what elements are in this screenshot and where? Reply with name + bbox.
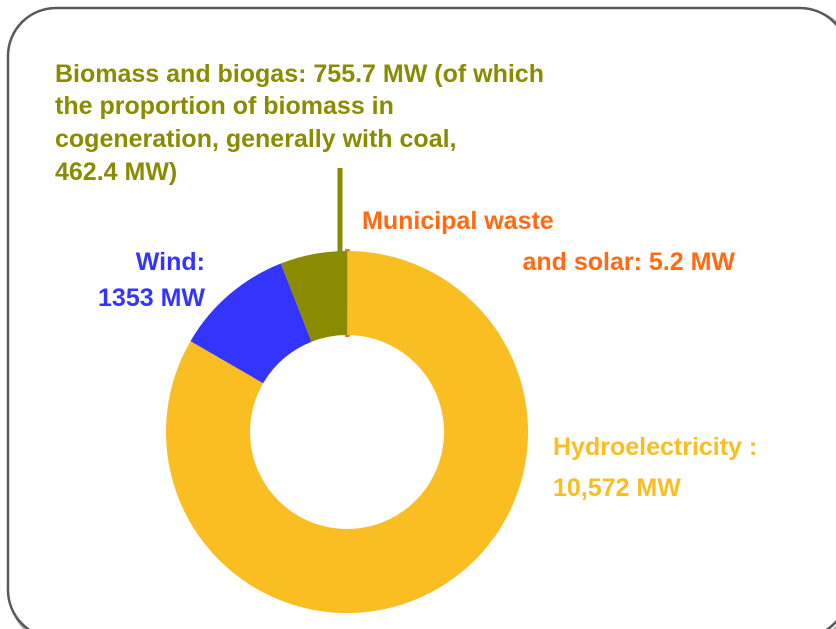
segment-label: Wind: xyxy=(136,248,205,276)
segment-label: Hydroelectricity : xyxy=(553,433,757,461)
segment-label: 462.4 MW) xyxy=(55,158,177,186)
donut-segment xyxy=(280,251,347,342)
segment-label: Biomass and biogas: 755.7 MW (of which xyxy=(55,60,544,88)
donut-segment xyxy=(190,263,312,384)
segment-label: cogeneration, generally with coal, xyxy=(55,125,457,153)
segment-label: 10,572 MW xyxy=(553,474,681,502)
segment-label: the proportion of biomass in xyxy=(55,92,394,120)
donut-segment xyxy=(166,251,528,613)
segment-label: 1353 MW xyxy=(98,284,205,312)
segment-label: and solar: 5.2 MW xyxy=(522,248,735,276)
segment-label: Municipal waste xyxy=(362,207,554,235)
